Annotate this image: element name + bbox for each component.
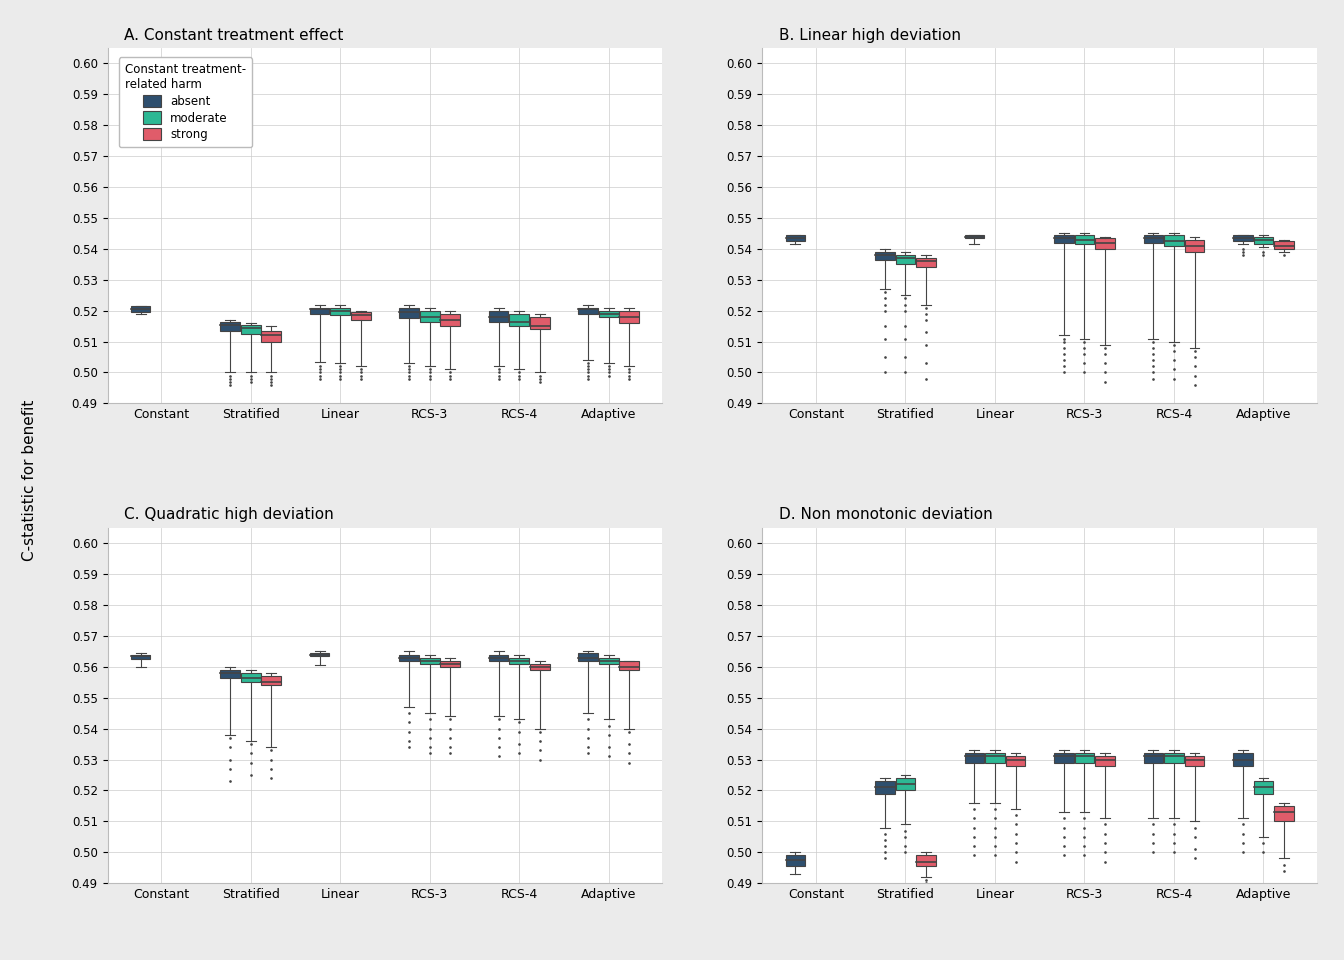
Bar [489,655,508,660]
Bar [262,676,281,685]
Bar [309,653,329,656]
Bar [1184,756,1204,766]
Bar [895,779,915,790]
Bar [599,658,618,663]
Bar [917,855,935,866]
Bar [965,235,984,238]
Bar [1005,756,1025,766]
Bar [441,314,460,326]
Bar [1274,241,1294,249]
Bar [1254,781,1273,794]
Bar [1054,235,1074,243]
Bar [1095,756,1116,766]
Bar [620,660,640,670]
Bar [220,322,241,331]
Bar [351,312,371,320]
Bar [1144,754,1163,762]
Bar [130,655,151,660]
Bar [1232,235,1253,241]
Bar [399,307,419,319]
Bar [875,252,895,260]
Bar [1164,754,1184,762]
Bar [419,658,439,663]
Text: D. Non monotonic deviation: D. Non monotonic deviation [780,508,993,522]
Bar [1164,235,1184,246]
Bar [331,307,349,315]
Bar [241,673,261,683]
Bar [530,317,550,329]
Bar [1184,240,1204,252]
Bar [1254,236,1273,244]
Text: A. Constant treatment effect: A. Constant treatment effect [124,28,344,42]
Bar [895,255,915,264]
Bar [419,311,439,322]
Bar [130,306,151,312]
Bar [220,670,241,678]
Bar [509,314,530,326]
Bar [1075,235,1094,244]
Bar [578,653,598,660]
Bar [1075,754,1094,762]
Bar [441,660,460,667]
Bar [1232,754,1253,766]
Text: C. Quadratic high deviation: C. Quadratic high deviation [124,508,333,522]
Text: B. Linear high deviation: B. Linear high deviation [780,28,961,42]
Bar [965,754,984,762]
Bar [578,307,598,314]
Bar [917,258,935,268]
Bar [1095,238,1116,249]
Text: C-statistic for benefit: C-statistic for benefit [22,399,38,561]
Bar [241,324,261,334]
Bar [530,663,550,670]
Bar [489,311,508,322]
Bar [509,658,530,663]
Bar [785,235,805,241]
Bar [875,781,895,794]
Bar [1144,235,1163,243]
Bar [599,311,618,317]
Legend: absent, moderate, strong: absent, moderate, strong [120,58,251,147]
Bar [620,311,640,324]
Bar [985,754,1005,762]
Bar [1054,754,1074,762]
Bar [399,655,419,660]
Bar [309,307,329,314]
Bar [1274,806,1294,822]
Bar [785,855,805,866]
Bar [262,331,281,342]
